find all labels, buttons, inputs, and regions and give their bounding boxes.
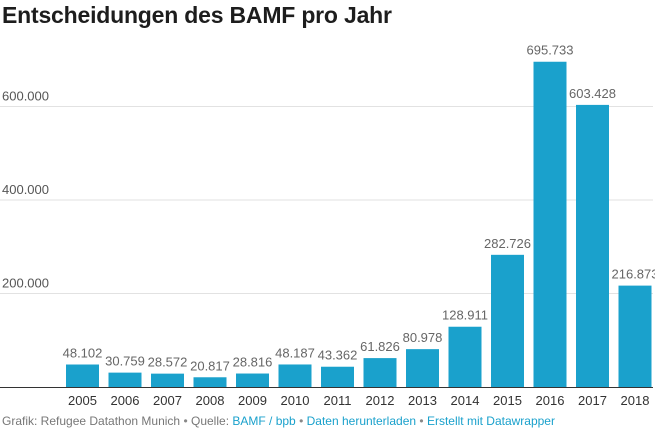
data-label: 30.759	[105, 354, 145, 369]
data-label: 28.816	[233, 355, 273, 370]
footer-separator: •	[419, 414, 424, 428]
bar	[576, 104, 609, 388]
data-label: 48.187	[275, 345, 315, 360]
x-tick-label: 2015	[493, 393, 522, 408]
x-tick-label: 2009	[238, 393, 267, 408]
y-tick-label: 400.000	[2, 182, 49, 197]
data-label: 282.726	[484, 236, 531, 251]
graphic-credit: Grafik: Refugee Datathon Munich	[2, 414, 181, 428]
x-tick-label: 2007	[153, 393, 182, 408]
bar	[533, 61, 567, 388]
data-label: 128.911	[442, 308, 488, 323]
data-label: 80.978	[403, 330, 443, 345]
bar	[321, 366, 354, 387]
bar	[236, 373, 269, 387]
bar	[618, 285, 652, 387]
data-label: 20.817	[190, 358, 230, 373]
data-label: 216.873	[612, 267, 655, 282]
bar	[278, 364, 312, 387]
x-tick-label: 2010	[281, 393, 310, 408]
x-tick-label: 2018	[621, 393, 650, 408]
bar	[66, 364, 99, 387]
x-tick-label: 2014	[451, 393, 480, 408]
x-tick-label: 2005	[68, 393, 97, 408]
source-label: Quelle:	[191, 414, 230, 428]
bar	[363, 358, 397, 387]
download-data-link[interactable]: Daten herunterladen	[306, 414, 417, 428]
chart-footer: Grafik: Refugee Datathon Munich • Quelle…	[2, 414, 555, 428]
footer-separator: •	[183, 414, 188, 428]
x-tick-label: 2012	[366, 393, 395, 408]
datawrapper-link[interactable]: Erstellt mit Datawrapper	[426, 414, 555, 428]
bar	[151, 373, 184, 387]
data-label: 43.362	[318, 348, 358, 363]
data-label: 603.428	[569, 86, 616, 101]
y-tick-label: 200.000	[2, 276, 49, 291]
data-label: 61.826	[360, 339, 400, 354]
bar	[406, 349, 439, 387]
data-label: 28.572	[148, 355, 188, 370]
footer-separator: •	[299, 414, 304, 428]
x-tick-label: 2006	[111, 393, 140, 408]
bar	[491, 254, 524, 387]
bar	[108, 372, 142, 387]
x-tick-label: 2008	[196, 393, 225, 408]
x-tick-label: 2013	[408, 393, 437, 408]
data-label: 695.733	[527, 43, 574, 58]
data-label: 48.102	[63, 346, 103, 361]
source-link[interactable]: BAMF / bpb	[232, 414, 296, 428]
bar	[193, 377, 227, 387]
chart-title: Entscheidungen des BAMF pro Jahr	[2, 2, 392, 28]
y-tick-label: 600.000	[2, 89, 49, 104]
bar	[448, 326, 482, 387]
x-tick-label: 2017	[578, 393, 607, 408]
x-tick-label: 2011	[324, 393, 352, 408]
x-tick-label: 2016	[536, 393, 565, 408]
